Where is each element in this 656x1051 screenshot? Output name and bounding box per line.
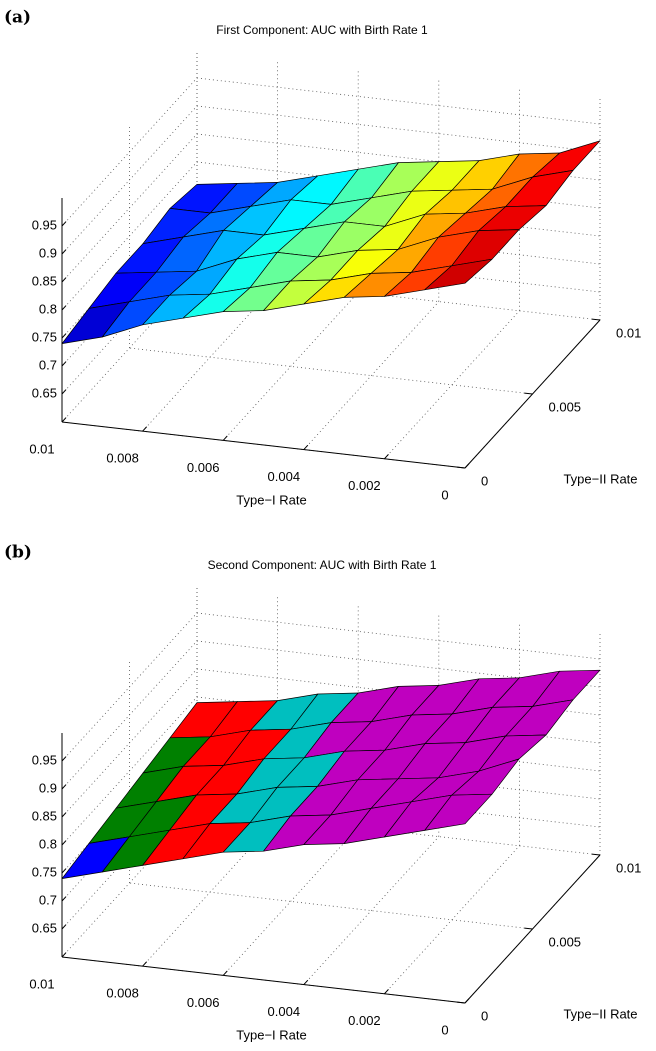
x-tick-label: 0.002 — [348, 478, 381, 493]
surface-face — [424, 258, 493, 291]
grid-line — [129, 347, 533, 395]
tick-mark — [61, 784, 67, 790]
tick-mark — [524, 927, 533, 930]
y-tick-label: 0 — [481, 473, 488, 488]
z-tick-label: 0.65 — [32, 385, 57, 400]
grid-line — [384, 845, 520, 995]
grid-line — [384, 310, 520, 460]
tick-mark — [222, 435, 228, 441]
tick-mark — [61, 277, 67, 283]
x-tick-label: 0.01 — [29, 976, 54, 991]
z-tick-label: 0.9 — [39, 780, 57, 795]
panel-label: (b) — [4, 543, 32, 563]
grid-line — [196, 77, 601, 125]
x-axis — [61, 421, 466, 469]
chart-title: First Component: AUC with Birth Rate 1 — [216, 23, 428, 37]
chart: (b) Second Component: AUC with Birth Rate… — [4, 543, 641, 1043]
tick-mark — [222, 970, 228, 976]
grid-line — [222, 827, 359, 976]
tick-mark — [464, 463, 470, 469]
z-tick-label: 0.85 — [32, 273, 57, 288]
tick-mark — [61, 249, 67, 255]
tick-mark — [456, 1001, 466, 1004]
grid-line — [61, 77, 198, 227]
x-tick-label: 0.008 — [106, 451, 139, 466]
tick-mark — [61, 305, 67, 311]
grid-line — [61, 133, 198, 283]
x-tick-label: 0.004 — [268, 1004, 301, 1019]
tick-mark — [61, 896, 67, 902]
tick-mark — [303, 444, 309, 450]
tick-mark — [61, 756, 67, 762]
grid-line — [196, 612, 601, 660]
z-tick-label: 0.95 — [32, 217, 57, 232]
x-tick-label: 0.004 — [268, 469, 301, 484]
tick-mark — [61, 868, 67, 874]
grid-line — [61, 105, 198, 255]
z-tick-label: 0.8 — [39, 836, 57, 851]
tick-mark — [61, 924, 67, 930]
tick-mark — [456, 466, 466, 469]
tick-mark — [591, 318, 601, 321]
y-tick-label: 0.01 — [616, 325, 641, 340]
y-tick-label: 0.01 — [616, 860, 641, 875]
x-tick-label: 0.006 — [187, 460, 220, 475]
grid-line — [303, 836, 440, 985]
z-tick-label: 0.65 — [32, 920, 57, 935]
tick-mark — [61, 417, 67, 423]
z-tick-label: 0.75 — [32, 864, 57, 879]
z-tick-label: 0.95 — [32, 752, 57, 767]
x-axis-label: Type−I Rate — [236, 492, 306, 507]
tick-mark — [61, 952, 67, 958]
grid-line — [196, 105, 601, 153]
chart: (a) First Component: AUC with Birth Rate … — [4, 8, 641, 508]
z-tick-label: 0.85 — [32, 808, 57, 823]
tick-mark — [384, 454, 389, 460]
grid-line — [303, 301, 440, 450]
grid-line — [61, 612, 198, 762]
tick-mark — [142, 961, 148, 967]
grid-line — [129, 882, 533, 930]
tick-mark — [61, 389, 67, 395]
tick-mark — [61, 333, 67, 339]
tick-mark — [303, 979, 309, 985]
tick-mark — [384, 989, 389, 995]
z-tick-label: 0.9 — [39, 245, 57, 260]
y-tick-label: 0.005 — [549, 399, 582, 414]
tick-mark — [591, 853, 601, 856]
tick-mark — [524, 392, 533, 395]
x-tick-label: 0.002 — [348, 1013, 381, 1028]
x-tick-label: 0 — [441, 1022, 448, 1037]
x-axis-label: Type−I Rate — [236, 1027, 306, 1042]
y-tick-label: 0.005 — [549, 934, 582, 949]
tick-mark — [61, 840, 67, 846]
surface-face — [424, 793, 493, 831]
chart-title: Second Component: AUC with Birth Rate 1 — [208, 558, 437, 572]
x-axis — [61, 956, 466, 1004]
x-tick-label: 0 — [441, 487, 448, 502]
y-axis-label: Type−II Rate — [563, 471, 637, 486]
x-tick-label: 0.008 — [106, 986, 139, 1001]
grid-line — [61, 640, 198, 790]
tick-mark — [61, 221, 67, 227]
z-tick-label: 0.7 — [39, 357, 57, 372]
x-tick-label: 0.01 — [29, 441, 54, 456]
z-tick-label: 0.7 — [39, 892, 57, 907]
y-tick-label: 0 — [481, 1008, 488, 1023]
z-tick-label: 0.8 — [39, 301, 57, 316]
grid-line — [61, 668, 198, 818]
y-axis-label: Type−II Rate — [563, 1006, 637, 1021]
x-tick-label: 0.006 — [187, 995, 220, 1010]
z-tick-label: 0.75 — [32, 329, 57, 344]
panel-label: (a) — [4, 8, 31, 28]
grid-line — [222, 292, 359, 441]
tick-mark — [61, 361, 67, 367]
tick-mark — [142, 426, 148, 432]
grid-line — [61, 696, 198, 846]
grid-line — [61, 161, 198, 311]
tick-mark — [61, 812, 67, 818]
tick-mark — [464, 998, 470, 1004]
